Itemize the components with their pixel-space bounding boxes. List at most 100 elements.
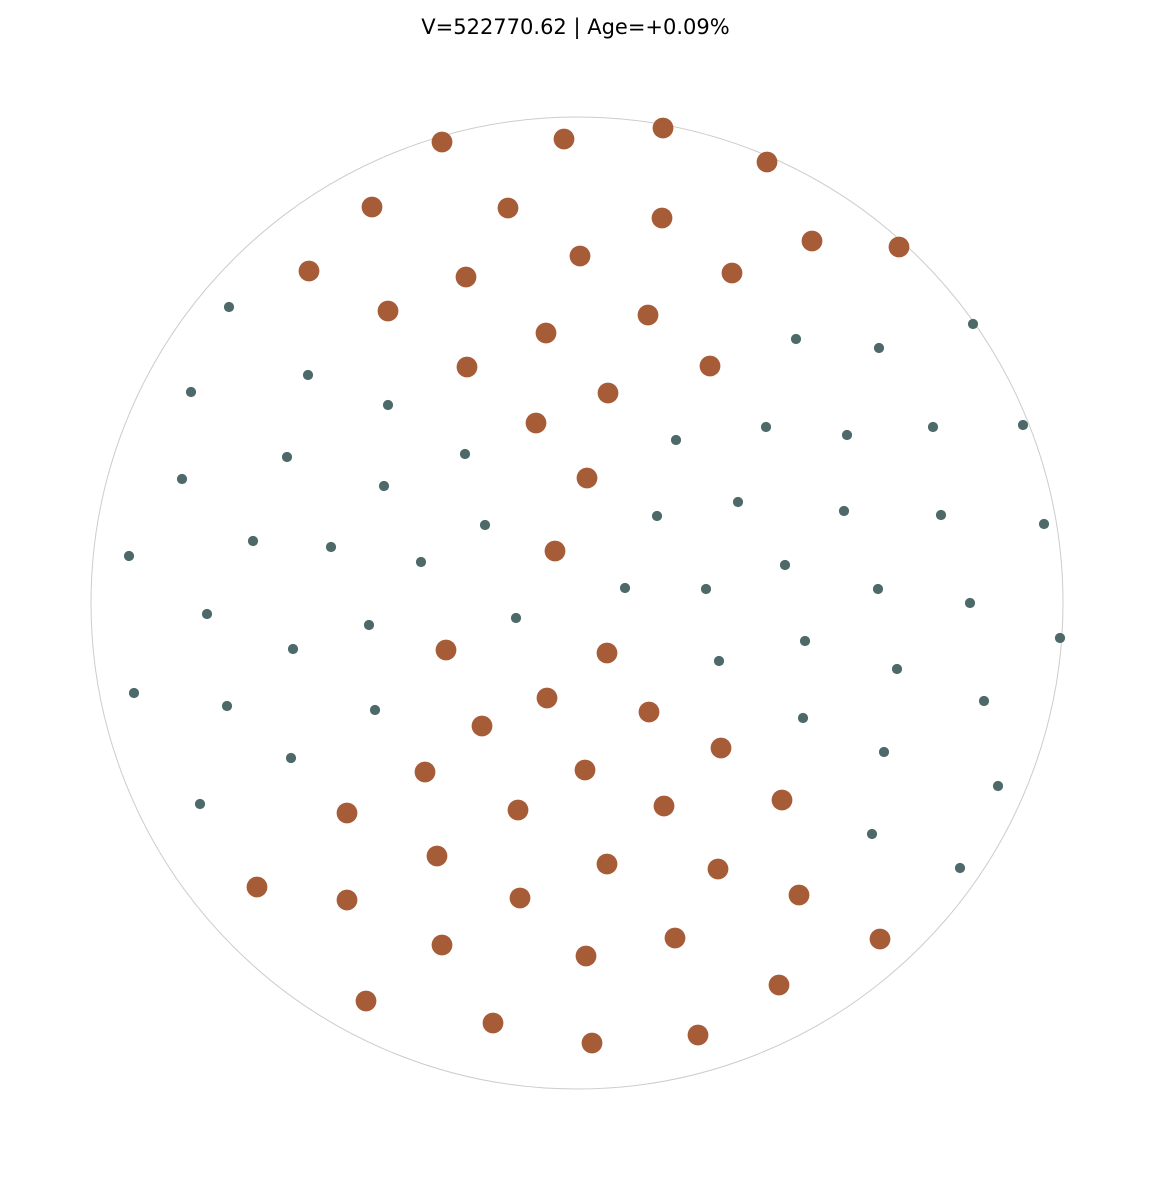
orange-large-dots-point — [575, 945, 597, 967]
orange-large-dots-point — [788, 884, 810, 906]
orange-large-dots-point — [482, 1012, 504, 1034]
orange-large-dots-point — [596, 642, 618, 664]
orange-large-dots-point — [569, 245, 591, 267]
orange-large-dots-point — [801, 230, 823, 252]
orange-large-dots-point — [431, 934, 453, 956]
teal-small-dots-point — [935, 509, 947, 521]
orange-large-dots-point — [771, 789, 793, 811]
orange-large-dots-point — [507, 799, 529, 821]
teal-small-dots-point — [992, 780, 1004, 792]
orange-large-dots-point — [596, 853, 618, 875]
teal-small-dots-point — [700, 583, 712, 595]
teal-small-dots-point — [1038, 518, 1050, 530]
orange-large-dots-point — [597, 382, 619, 404]
orange-large-dots-point — [355, 990, 377, 1012]
orange-large-dots-point — [652, 117, 674, 139]
orange-large-dots-point — [414, 761, 436, 783]
teal-small-dots-point — [247, 535, 259, 547]
teal-small-dots-point — [873, 342, 885, 354]
teal-small-dots-point — [281, 451, 293, 463]
orange-large-dots-point — [888, 236, 910, 258]
orange-large-dots-point — [455, 266, 477, 288]
teal-small-dots-point — [732, 496, 744, 508]
boundary-circle — [90, 116, 1064, 1090]
teal-small-dots-point — [1017, 419, 1029, 431]
orange-large-dots-point — [651, 207, 673, 229]
teal-small-dots-point — [223, 301, 235, 313]
orange-large-dots-point — [576, 467, 598, 489]
orange-large-dots-point — [699, 355, 721, 377]
teal-small-dots-point — [651, 510, 663, 522]
orange-large-dots-point — [687, 1024, 709, 1046]
teal-small-dots-point — [927, 421, 939, 433]
teal-small-dots-point — [221, 700, 233, 712]
orange-large-dots-point — [509, 887, 531, 909]
teal-small-dots-point — [459, 448, 471, 460]
teal-small-dots-point — [760, 421, 772, 433]
teal-small-dots-point — [797, 712, 809, 724]
teal-small-dots-point — [185, 386, 197, 398]
orange-large-dots-point — [426, 845, 448, 867]
teal-small-dots-point — [123, 550, 135, 562]
orange-large-dots-point — [336, 802, 358, 824]
teal-small-dots-point — [799, 635, 811, 647]
orange-large-dots-point — [535, 322, 557, 344]
teal-small-dots-point — [325, 541, 337, 553]
orange-large-dots-point — [756, 151, 778, 173]
orange-large-dots-point — [298, 260, 320, 282]
orange-large-dots-point — [431, 131, 453, 153]
orange-large-dots-point — [869, 928, 891, 950]
teal-small-dots-point — [479, 519, 491, 531]
teal-small-dots-point — [866, 828, 878, 840]
teal-small-dots-point — [978, 695, 990, 707]
teal-small-dots-point — [841, 429, 853, 441]
teal-small-dots-point — [878, 746, 890, 758]
orange-large-dots-point — [536, 687, 558, 709]
orange-large-dots-point — [471, 715, 493, 737]
orange-large-dots-point — [581, 1032, 603, 1054]
teal-small-dots-point — [128, 687, 140, 699]
teal-small-dots-point — [967, 318, 979, 330]
orange-large-dots-point — [574, 759, 596, 781]
orange-large-dots-point — [707, 858, 729, 880]
teal-small-dots-point — [1054, 632, 1066, 644]
chart-title: V=522770.62 | Age=+0.09% — [421, 15, 730, 39]
orange-large-dots-point — [653, 795, 675, 817]
orange-large-dots-point — [710, 737, 732, 759]
teal-small-dots-point — [510, 612, 522, 624]
orange-large-dots-point — [497, 197, 519, 219]
orange-large-dots-point — [637, 304, 659, 326]
teal-small-dots-point — [954, 862, 966, 874]
orange-large-dots-point — [664, 927, 686, 949]
teal-small-dots-point — [285, 752, 297, 764]
teal-small-dots-point — [891, 663, 903, 675]
teal-small-dots-point — [176, 473, 188, 485]
orange-large-dots-point — [544, 540, 566, 562]
orange-large-dots-point — [361, 196, 383, 218]
teal-small-dots-point — [872, 583, 884, 595]
teal-small-dots-point — [201, 608, 213, 620]
orange-large-dots-point — [456, 356, 478, 378]
orange-large-dots-point — [246, 876, 268, 898]
teal-small-dots-point — [382, 399, 394, 411]
orange-large-dots-point — [525, 412, 547, 434]
teal-small-dots-point — [287, 643, 299, 655]
teal-small-dots-point — [302, 369, 314, 381]
teal-small-dots-point — [838, 505, 850, 517]
orange-large-dots-point — [553, 128, 575, 150]
teal-small-dots-point — [713, 655, 725, 667]
orange-large-dots-point — [721, 262, 743, 284]
teal-small-dots-point — [779, 559, 791, 571]
teal-small-dots-point — [964, 597, 976, 609]
orange-large-dots-point — [336, 889, 358, 911]
teal-small-dots-point — [369, 704, 381, 716]
orange-large-dots-point — [768, 974, 790, 996]
teal-small-dots-point — [415, 556, 427, 568]
orange-large-dots-point — [377, 300, 399, 322]
orange-large-dots-point — [435, 639, 457, 661]
teal-small-dots-point — [670, 434, 682, 446]
orange-large-dots-point — [638, 701, 660, 723]
teal-small-dots-point — [378, 480, 390, 492]
